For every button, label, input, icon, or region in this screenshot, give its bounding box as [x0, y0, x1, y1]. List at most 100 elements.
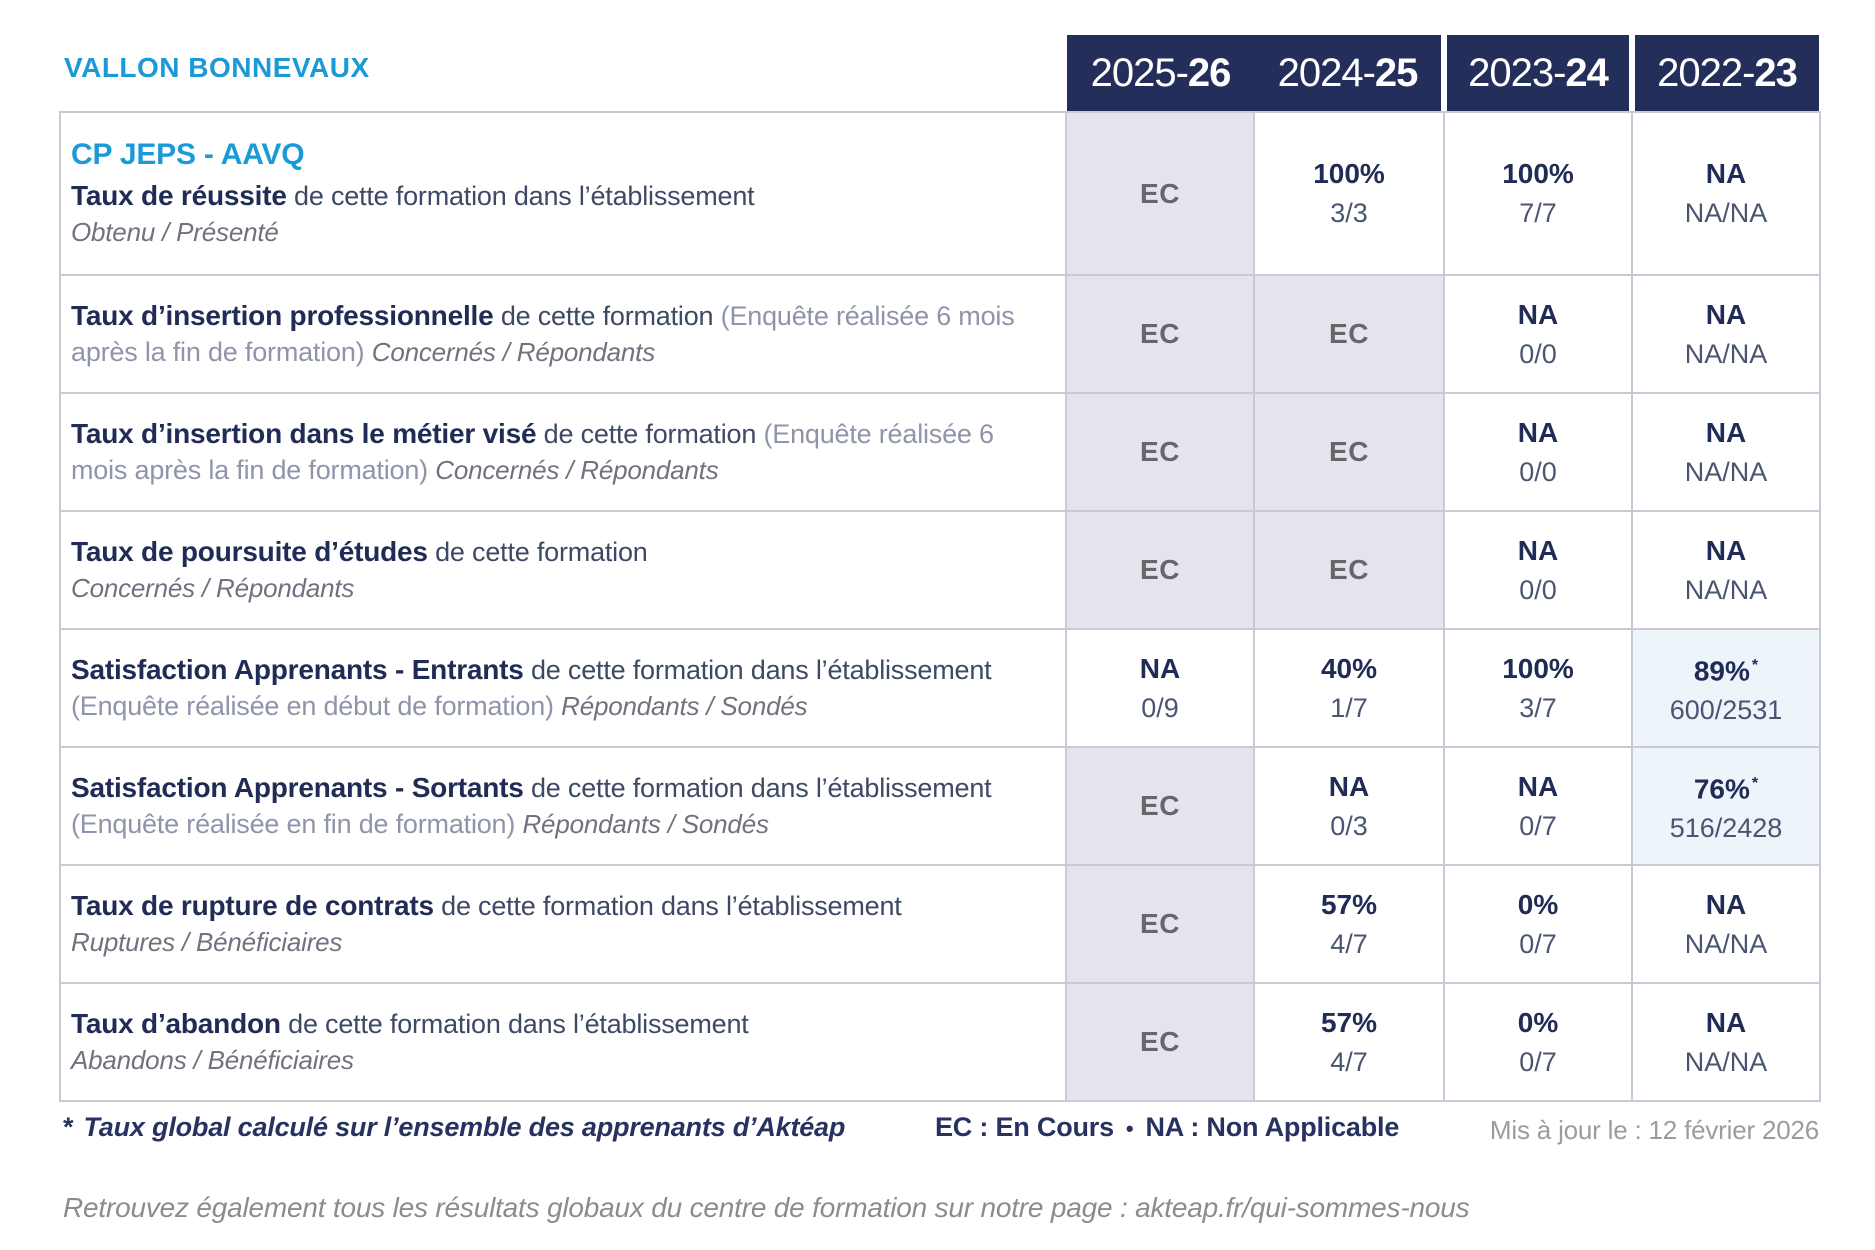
row-label-rupture-contrats: Taux de rupture de contrats de cette for… — [61, 866, 1065, 982]
stat-value: EC — [1140, 318, 1180, 349]
year-column-2023-24: 2023-24 — [1447, 35, 1629, 111]
stat-cell: NA NA/NA — [1633, 113, 1819, 274]
stat-cell: NA 0/9 — [1067, 630, 1253, 746]
row-heading: Taux d’insertion dans le métier visé de … — [71, 418, 994, 485]
year-column-2022-23: 2022-23 — [1635, 35, 1819, 111]
stat-value: 40% — [1320, 652, 1378, 684]
year-label-bold: 24 — [1565, 50, 1608, 95]
stat-fraction: NA/NA — [1684, 1046, 1768, 1077]
row-heading: Taux d’insertion professionnelle de cett… — [71, 300, 1015, 367]
stat-value: 57% — [1320, 888, 1378, 920]
stat-fraction: NA/NA — [1684, 574, 1768, 605]
stat-fraction: 0/0 — [1519, 574, 1557, 605]
stat-fraction: 0/9 — [1141, 692, 1179, 723]
stat-fraction: 1/7 — [1330, 692, 1368, 723]
stat-value: 100% — [1502, 652, 1574, 684]
stat-fraction: 516/2428 — [1669, 813, 1783, 844]
stat-cell-global-rate: 76% * 516/2428 — [1633, 748, 1819, 864]
stat-cell: NA NA/NA — [1633, 512, 1819, 628]
stat-value: 100% — [1502, 158, 1574, 189]
year-header-group: 2025-26 2024-25 — [1067, 35, 1441, 111]
stat-fraction: NA/NA — [1684, 456, 1768, 487]
stat-fraction: 4/7 — [1330, 928, 1368, 959]
stat-value: NA — [1705, 888, 1747, 920]
stat-cell: EC — [1255, 394, 1443, 510]
year-column-2024-25: 2024-25 — [1254, 51, 1441, 96]
row-label-taux-de-reussite: CP JEPS - AAVQ Taux de réussite de cette… — [61, 113, 1065, 274]
stat-fraction: 0/7 — [1519, 928, 1557, 959]
row-label-abandon: Taux d’abandon de cette formation dans l… — [61, 984, 1065, 1100]
stat-cell: EC — [1067, 866, 1253, 982]
row-heading: Taux d’abandon de cette formation dans l… — [71, 1008, 749, 1039]
stat-cell: 0% 0/7 — [1445, 866, 1631, 982]
bottom-note: Retrouvez également tous les résultats g… — [63, 1192, 1470, 1223]
stat-cell: EC — [1067, 512, 1253, 628]
year-label-bold: 25 — [1374, 50, 1418, 95]
row-sublabel: Répondants / Sondés — [561, 691, 808, 721]
legend-na: NA : Non Applicable — [1145, 1112, 1400, 1142]
row-heading: Taux de rupture de contrats de cette for… — [71, 890, 902, 921]
stat-fraction: NA/NA — [1684, 198, 1768, 228]
year-label: 2025- — [1090, 50, 1189, 95]
row-label-insertion-metier-vise: Taux d’insertion dans le métier visé de … — [61, 394, 1065, 510]
row-sublabel: Concernés / Répondants — [371, 337, 655, 367]
year-label-bold: 23 — [1754, 50, 1797, 95]
stat-value: NA — [1705, 158, 1747, 189]
stat-value: EC — [1329, 318, 1369, 349]
stat-value: EC — [1140, 554, 1180, 585]
stat-value: NA — [1517, 416, 1559, 448]
stat-cell: NA 0/0 — [1445, 276, 1631, 392]
stat-value: NA — [1705, 534, 1747, 566]
row-heading: Satisfaction Apprenants - Entrants de ce… — [71, 654, 992, 721]
stat-fraction: 0/0 — [1519, 338, 1557, 369]
stat-value: EC — [1140, 436, 1180, 467]
bullet-separator-icon: • — [1125, 1116, 1134, 1141]
stat-cell: EC — [1255, 276, 1443, 392]
stat-cell: 57% 4/7 — [1255, 984, 1443, 1100]
stat-cell: NA NA/NA — [1633, 276, 1819, 392]
stat-value: NA — [1517, 298, 1559, 330]
stat-cell-global-rate: 89% * 600/2531 — [1633, 630, 1819, 746]
asterisk-marker: * — [63, 1112, 74, 1142]
stat-cell: NA NA/NA — [1633, 866, 1819, 982]
stat-cell: EC — [1255, 512, 1443, 628]
row-label-insertion-professionnelle: Taux d’insertion professionnelle de cett… — [61, 276, 1065, 392]
stat-fraction: 0/0 — [1519, 456, 1557, 487]
stat-value: NA — [1139, 652, 1181, 684]
stat-cell: EC — [1067, 748, 1253, 864]
row-label-satisfaction-entrants: Satisfaction Apprenants - Entrants de ce… — [61, 630, 1065, 746]
year-column-2025-26: 2025-26 — [1067, 51, 1254, 96]
row-sublabel: Abandons / Bénéficiaires — [71, 1045, 354, 1075]
stat-cell: EC — [1067, 276, 1253, 392]
asterisk-marker: * — [1751, 656, 1759, 674]
stat-value: 57% — [1320, 1006, 1378, 1038]
stat-cell: NA 0/0 — [1445, 394, 1631, 510]
stat-value: NA — [1517, 770, 1559, 802]
legend: EC : En Cours • NA : Non Applicable — [935, 1112, 1399, 1143]
stat-value: EC — [1140, 790, 1180, 821]
page-title: VALLON BONNEVAUX — [64, 52, 370, 83]
year-label-bold: 26 — [1187, 50, 1231, 95]
row-heading: Taux de réussite de cette formation dans… — [71, 180, 755, 211]
year-label: 2023- — [1468, 50, 1566, 95]
stat-value: NA — [1328, 770, 1370, 802]
program-title: CP JEPS - AAVQ — [71, 138, 305, 171]
stat-fraction: NA/NA — [1684, 928, 1768, 959]
stat-fraction: 3/3 — [1330, 198, 1368, 228]
stat-fraction: 0/3 — [1330, 810, 1368, 841]
stat-cell: 40% 1/7 — [1255, 630, 1443, 746]
row-sublabel: Concernés / Répondants — [435, 455, 719, 485]
stat-cell: EC — [1067, 113, 1253, 274]
stat-cell: 57% 4/7 — [1255, 866, 1443, 982]
stat-value: NA — [1517, 534, 1559, 566]
stat-cell: NA 0/0 — [1445, 512, 1631, 628]
row-sublabel: Obtenu / Présenté — [71, 217, 279, 247]
stat-value: 76% — [1693, 773, 1750, 805]
row-sublabel: Répondants / Sondés — [522, 809, 769, 839]
row-label-poursuite-etudes: Taux de poursuite d’études de cette form… — [61, 512, 1065, 628]
stat-value: 100% — [1313, 158, 1385, 189]
stat-fraction: NA/NA — [1684, 338, 1768, 369]
stat-value: EC — [1329, 436, 1369, 467]
stat-cell: NA 0/3 — [1255, 748, 1443, 864]
